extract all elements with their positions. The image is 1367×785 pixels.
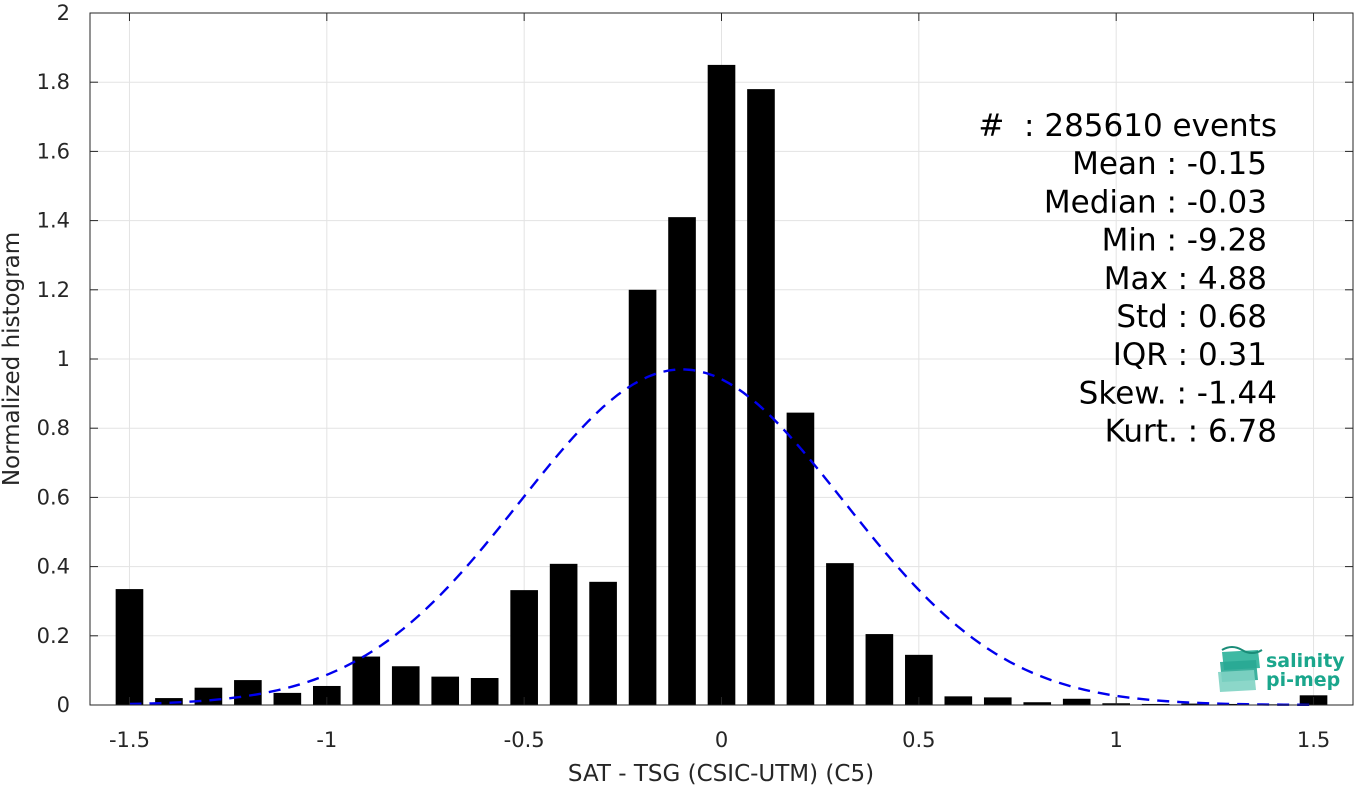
x-tick-label: -0.5 [504,728,545,752]
histogram-bar [312,685,341,705]
y-tick-label: 1.8 [37,70,70,94]
histogram-bar [391,666,420,705]
x-axis-label: SAT - TSG (CSIC-UTM) (C5) [568,761,874,785]
histogram-bar [826,563,854,705]
y-axis-label: Normalized histogram [0,232,25,486]
y-tick-label: 1.6 [37,139,70,163]
salinity-pimep-logo: salinity pi-mep [1218,646,1345,692]
histogram-bar [1023,702,1052,705]
histogram-bar [747,89,775,706]
stat-line: # : 285610 events [978,108,1277,144]
y-tick-label: 0 [57,693,70,717]
histogram-bar [1220,703,1249,705]
histogram-bar [194,687,223,705]
x-tick-label: -1.5 [109,728,150,752]
stat-line: IQR : 0.31 [1113,337,1267,373]
histogram-bar [234,680,262,705]
histogram-bar [352,656,381,705]
histogram-bar [155,698,183,705]
logo-line2: pi-mep [1266,669,1340,691]
histogram-bar [628,289,657,705]
stat-line: Mean : -0.15 [1072,146,1267,182]
histogram-bar [589,581,617,705]
stat-line: Skew. : -1.44 [1079,375,1277,411]
histogram-bar [510,590,538,705]
y-tick-label: 1 [57,347,70,371]
x-tick-label: 1 [1110,728,1123,752]
histogram-bar [470,678,499,705]
histogram-bar [1062,698,1091,705]
logo-line1: salinity [1266,650,1345,672]
y-axis-ticks: 0 0.2 0.4 0.6 0.8 1 1.2 1.4 1.6 1.8 2 [37,1,1353,717]
y-tick-label: 0.6 [37,485,70,509]
histogram-bar [1141,703,1170,705]
normal-fit-curve [129,368,1314,707]
y-tick-label: 0.2 [37,624,70,648]
stat-line: Kurt. : 6.78 [1105,414,1277,450]
histogram-bar [115,589,144,705]
y-tick-label: 0.8 [37,416,70,440]
stat-line: Max : 4.88 [1104,261,1267,297]
y-tick-label: 1.4 [37,209,70,233]
histogram-bar [786,412,815,705]
histogram-bar [983,697,1012,705]
x-axis-ticks: -1.5 -1 -0.5 0 0.5 1 1.5 [109,13,1330,752]
x-tick-label: 0.5 [902,728,935,752]
y-tick-label: 2 [57,1,70,25]
histogram-bar [1181,703,1209,705]
stat-line: Std : 0.68 [1116,299,1267,335]
x-tick-label: -1 [316,728,337,752]
y-tick-label: 1.2 [37,278,70,302]
histogram-bar [865,634,894,705]
wave-logo-icon [1218,646,1263,692]
stat-line: Median : -0.03 [1044,184,1267,220]
histogram-bar [431,676,460,705]
histogram-bar [668,217,696,705]
histogram-bar [944,696,973,705]
x-tick-label: 1.5 [1297,728,1330,752]
histogram-bar [905,654,933,705]
x-tick-label: 0 [715,728,728,752]
stat-line: Min : -9.28 [1102,223,1267,259]
histogram-bar [273,692,302,705]
y-tick-label: 0.4 [37,555,70,579]
histogram-bar [549,563,578,705]
